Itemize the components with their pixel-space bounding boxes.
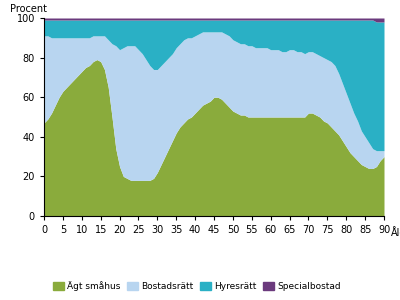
Text: Ålder: Ålder	[391, 228, 400, 238]
Y-axis label: Procent: Procent	[10, 4, 47, 14]
Legend: Ägt småhus, Bostadsrätt, Hyresrätt, Specialbostad: Ägt småhus, Bostadsrätt, Hyresrätt, Spec…	[49, 278, 345, 295]
